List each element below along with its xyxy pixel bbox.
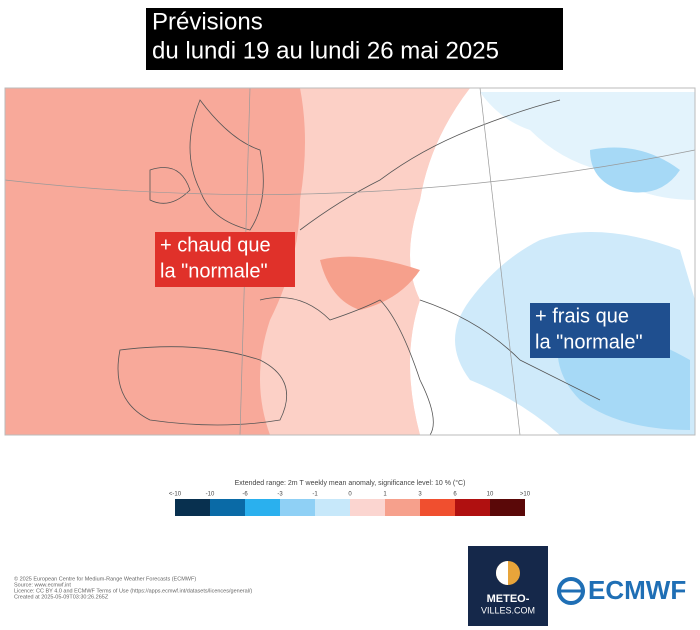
cool-label-box: [530, 303, 670, 358]
colorbar-swatch: [175, 499, 210, 516]
warm-label: la "normale": [160, 260, 268, 282]
colorbar-tick: 6: [453, 492, 457, 498]
title-line: Prévisions: [152, 8, 263, 35]
ecmwf-logo: ECMWF: [557, 575, 686, 605]
colorbar-swatch: [385, 499, 420, 516]
colorbar-swatch: [315, 499, 350, 516]
colorbar-swatch: [490, 499, 525, 516]
warm-label-box: [155, 232, 295, 287]
cool-label: la "normale": [535, 331, 643, 353]
logo-text: ECMWF: [588, 575, 686, 605]
footer-line: Licence: CC BY 4.0 and ECMWF Terms of Us…: [14, 588, 252, 594]
colorbar-tick: <-10: [169, 492, 182, 498]
colorbar-tick: -6: [242, 492, 248, 498]
map: [4, 87, 696, 436]
colorbar-swatch: [420, 499, 455, 516]
footer-line: Source: www.ecmwf.int: [14, 582, 71, 588]
colorbar-tick: -1: [312, 492, 318, 498]
colorbar-swatch: [350, 499, 385, 516]
colorbar-tick: -10: [206, 492, 215, 498]
logo-text: METEO-: [487, 593, 530, 605]
colorbar-swatch: [245, 499, 280, 516]
colorbar-tick: 1: [383, 492, 387, 498]
cool-label: + frais que: [535, 305, 629, 327]
colorbar-caption: Extended range: 2m T weekly mean anomaly…: [235, 479, 466, 487]
warm-label: + chaud que: [160, 234, 271, 256]
colorbar-tick: 3: [418, 492, 422, 498]
colorbar-tick: 10: [487, 492, 494, 498]
logo-text: VILLES.COM: [481, 605, 535, 615]
colorbar-swatch: [210, 499, 245, 516]
title-box: [146, 8, 563, 70]
colorbar-swatch: [280, 499, 315, 516]
colorbar-tick: -3: [277, 492, 283, 498]
meteo-logo: METEO- VILLES.COM: [468, 546, 548, 626]
footer: © 2025 European Centre for Medium-Range …: [14, 575, 252, 600]
colorbar-swatch: [455, 499, 490, 516]
colorbar: <-10 -10 -6 -3 -1 0 1 3 6 10 >10: [169, 492, 531, 516]
footer-line: Created at 2025-05-09T03:30:26.265Z: [14, 594, 109, 600]
colorbar-tick: 0: [348, 492, 352, 498]
colorbar-tick: >10: [520, 492, 531, 498]
footer-line: © 2025 European Centre for Medium-Range …: [14, 575, 196, 582]
title-line: du lundi 19 au lundi 26 mai 2025: [152, 37, 499, 64]
